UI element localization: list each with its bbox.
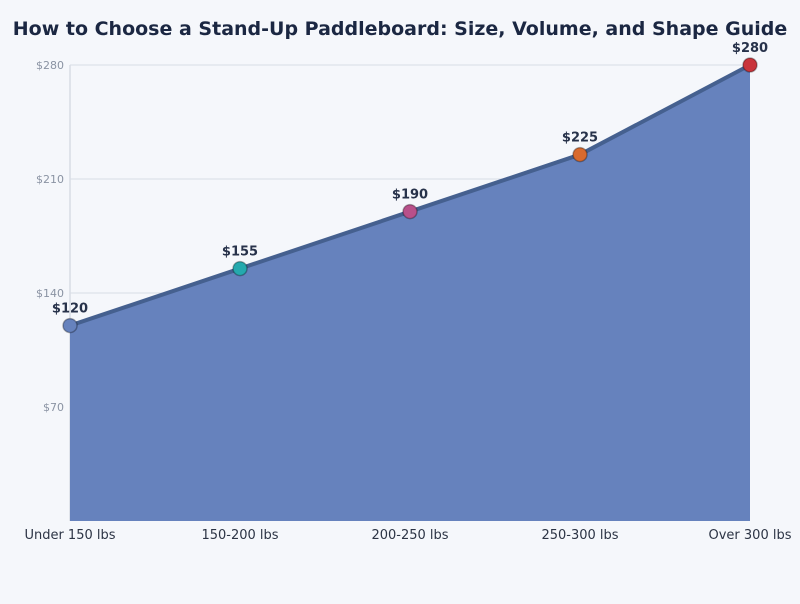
x-tick-label: 200-250 lbs <box>371 528 448 543</box>
x-tick-label: 150-200 lbs <box>201 528 278 543</box>
x-tick-label: 250-300 lbs <box>541 528 618 543</box>
area-fill <box>70 65 750 521</box>
data-label: $120 <box>52 302 88 317</box>
chart-title: How to Choose a Stand-Up Paddleboard: Si… <box>13 18 788 40</box>
data-point <box>232 260 248 277</box>
data-point <box>572 146 588 163</box>
data-label: $225 <box>562 131 598 146</box>
y-tick-label: $70 <box>43 401 64 414</box>
y-tick-label: $210 <box>36 173 64 186</box>
data-point <box>402 203 418 220</box>
data-label: $155 <box>222 245 258 260</box>
data-label: $280 <box>732 41 768 56</box>
x-tick-label: Under 150 lbs <box>24 528 115 543</box>
data-point <box>62 317 78 334</box>
y-tick-label: $280 <box>36 59 64 72</box>
data-point <box>742 57 758 73</box>
data-label: $190 <box>392 188 428 203</box>
x-tick-label: Over 300 lbs <box>709 528 792 543</box>
y-tick-label: $140 <box>36 287 64 300</box>
